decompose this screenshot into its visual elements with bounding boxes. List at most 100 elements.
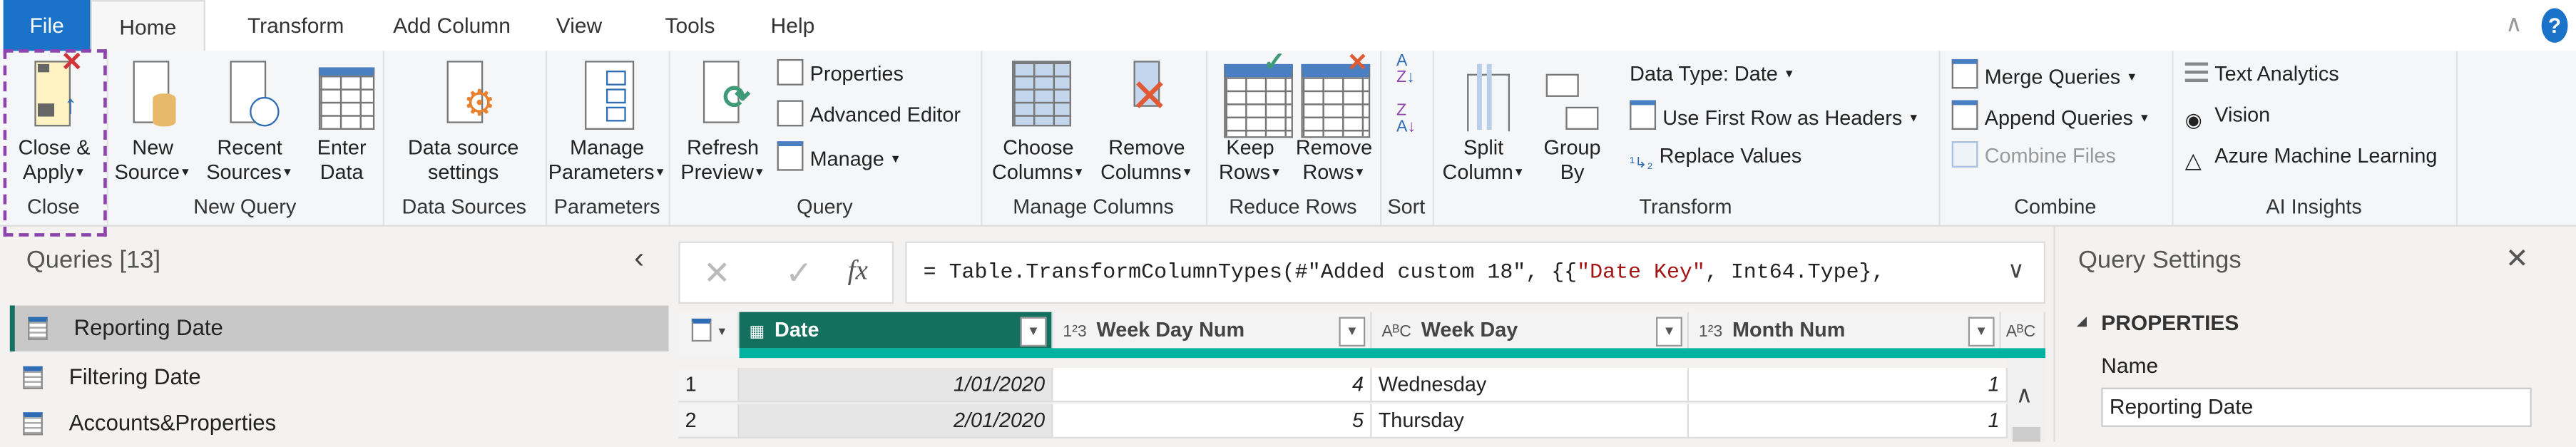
queries-pane: Queries [13] ‹ Reporting Date Filtering … [0,227,665,442]
column-header-date[interactable]: ▦Date▼ [740,312,1053,349]
text-analytics-icon [2185,63,2208,86]
query-settings-pane: Query Settings ✕ ◢ PROPERTIES Name Repor… [2054,227,2576,442]
expand-formula-icon[interactable]: ∨ [2008,256,2025,284]
vertical-scrollbar[interactable]: ∧ [2008,358,2045,441]
cell[interactable]: 1 [1689,368,2008,402]
cell[interactable]: 1/01/2020 [740,368,1053,402]
table-icon [28,317,48,340]
cell[interactable]: 2/01/2020 [740,404,1053,438]
formula-buttons: ✕ ✓ fx [678,242,894,304]
query-name-input[interactable]: Reporting Date [2101,388,2532,427]
collapse-section-icon[interactable]: ◢ [2077,314,2087,329]
collapse-pane-icon[interactable]: ‹ [634,242,644,276]
merge-queries-icon [1952,59,1978,88]
azure-ml-button[interactable]: △Azure Machine Learning [2185,141,2438,170]
table-icon [23,366,43,389]
append-queries-icon [1952,101,1978,130]
commit-formula-icon[interactable]: ✓ [785,253,813,294]
new-source-icon [123,58,183,130]
use-first-row-headers-button[interactable]: Use First Row as Headers ▼ [1630,101,1919,130]
query-item[interactable]: Filtering Date [10,355,664,401]
query-item[interactable]: Reporting Date [10,305,669,351]
remove-columns-icon: ✕ [1117,58,1176,130]
filter-dropdown-icon[interactable]: ▼ [1656,317,1682,346]
enter-data-icon [312,58,372,130]
group-ai-insights: Text Analytics ◉Vision △Azure Machine Le… [2172,51,2458,225]
merge-queries-button[interactable]: Merge Queries ▼ [1952,59,2138,88]
text-analytics-button[interactable]: Text Analytics [2185,59,2339,88]
combine-files-button: Combine Files [1952,141,2116,170]
eye-icon: ◉ [2185,108,2208,131]
number-type-icon: 1²3 [1699,324,1722,341]
group-combine: Merge Queries ▼ Append Queries ▼ Combine… [1938,51,2173,225]
table-menu-button[interactable]: ▼ [678,312,739,349]
collapse-ribbon-icon[interactable]: ∧ [2505,10,2523,38]
table-headers-icon [1630,101,1656,130]
column-header-next[interactable]: AᴮC [2001,312,2045,349]
advanced-editor-button[interactable]: Advanced Editor [777,101,961,130]
tab-tools[interactable]: Tools [657,0,722,51]
filter-dropdown-icon[interactable]: ▼ [1968,317,1995,346]
date-type-icon: ▦ [749,324,765,341]
cell[interactable]: Wednesday [1372,368,1690,402]
text-type-icon: AᴮC [1381,324,1411,341]
tab-file[interactable]: File [4,0,91,51]
cell[interactable]: Thursday [1372,404,1690,438]
filter-dropdown-icon[interactable]: ▼ [1339,317,1365,346]
tab-add-column[interactable]: Add Column [386,0,517,51]
group-by-icon [1543,58,1602,130]
query-item[interactable]: Accounts&Properties [10,401,664,447]
tab-transform[interactable]: Transform [238,0,353,51]
append-queries-button[interactable]: Append Queries ▼ [1952,101,2150,130]
close-settings-icon[interactable]: ✕ [2505,243,2529,276]
vision-button[interactable]: ◉Vision [2185,101,2270,130]
help-icon[interactable]: ? [2542,9,2568,43]
flask-icon: △ [2185,150,2208,173]
filter-dropdown-icon[interactable]: ▼ [1021,317,1047,346]
cell[interactable]: 5 [1053,404,1372,438]
refresh-icon: ⟳ [693,58,752,130]
properties-icon [777,59,804,86]
queries-title: Queries [13] [26,247,160,274]
cancel-formula-icon[interactable]: ✕ [703,253,731,294]
tab-help[interactable]: Help [764,0,822,51]
manage-button[interactable]: Manage ▼ [777,141,901,170]
number-type-icon: 1²3 [1063,324,1086,341]
fx-icon[interactable]: fx [848,255,868,287]
formula-input[interactable]: = Table.TransformColumnTypes(#"Added cus… [905,242,2045,304]
combine-files-icon [1952,141,1978,168]
manage-parameters-icon [578,58,637,130]
cell[interactable]: 1 [1689,404,2008,438]
data-type-dropdown[interactable]: Data Type: Date ▼ [1630,59,1795,88]
properties-button[interactable]: Properties [777,59,904,88]
cell[interactable]: 4 [1053,368,1372,402]
scroll-up-icon: ∧ [2016,381,2033,409]
tab-home[interactable]: Home [91,0,205,51]
tab-view[interactable]: View [551,0,608,51]
manage-icon [777,141,804,170]
